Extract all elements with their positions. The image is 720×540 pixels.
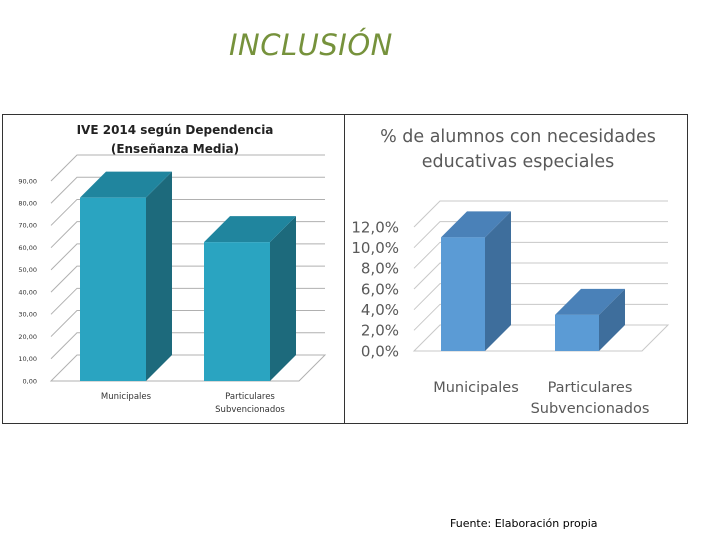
x-category-label: Subvencionados: [531, 401, 650, 417]
gridline: [50, 198, 325, 226]
bar-top: [555, 288, 625, 315]
bar-top: [204, 216, 296, 243]
gridline: [413, 241, 668, 269]
x-category-label: Particulares: [225, 392, 275, 402]
bar-side: [485, 211, 511, 351]
bar-side: [270, 216, 296, 381]
y-tick-label: 0,00: [23, 377, 37, 385]
nee-chart-panel: % de alumnos con necesidades educativas e…: [344, 115, 687, 423]
y-tick-label: 10,0%: [351, 239, 399, 257]
bar-side: [146, 171, 172, 381]
y-tick-label: 80,00: [18, 199, 37, 207]
y-tick-label: 6,0%: [361, 280, 399, 298]
y-tick-label: 90,00: [18, 177, 37, 185]
chart-title-line: educativas especiales: [422, 152, 615, 172]
bar-side: [599, 288, 625, 351]
x-category-label: Particulares: [548, 380, 633, 396]
chart-title-line: (Enseñanza Media): [111, 142, 239, 156]
y-tick-label: 70,00: [18, 222, 37, 230]
chart-title-line: % de alumnos con necesidades: [380, 127, 656, 147]
x-category-label: Subvencionados: [215, 405, 285, 415]
bar-top: [80, 171, 172, 198]
gridline: [413, 200, 668, 228]
y-tick-label: 50,00: [18, 266, 37, 274]
charts-frame: IVE 2014 según Dependencia (Enseñanza Med…: [2, 114, 688, 424]
gridline: [50, 176, 325, 204]
gridline: [413, 262, 668, 290]
y-tick-label: 0,0%: [361, 342, 399, 360]
y-tick-label: 30,00: [18, 311, 37, 319]
bar: [555, 314, 599, 351]
ive-chart-panel: IVE 2014 según Dependencia (Enseñanza Med…: [3, 115, 345, 423]
source-note: Fuente: Elaboración propia: [450, 517, 598, 530]
chart-title-line: IVE 2014 según Dependencia: [77, 123, 274, 137]
slide-title: INCLUSIÓN: [229, 28, 393, 62]
nee-bar-chart: % de alumnos con necesidades educativas e…: [351, 127, 670, 417]
y-tick-label: 4,0%: [361, 301, 399, 319]
gridline: [413, 283, 668, 311]
y-tick-label: 20,00: [18, 333, 37, 341]
bar: [441, 237, 485, 351]
y-tick-label: 60,00: [18, 244, 37, 252]
bar: [80, 197, 146, 381]
y-tick-label: 8,0%: [361, 260, 399, 278]
ive-bar-chart: IVE 2014 según Dependencia (Enseñanza Med…: [18, 123, 327, 415]
bar: [204, 242, 270, 381]
x-category-label: Municipales: [433, 380, 519, 396]
y-tick-label: 40,00: [18, 288, 37, 296]
x-category-label: Municipales: [101, 392, 152, 402]
gridline: [50, 154, 325, 182]
y-tick-label: 12,0%: [351, 218, 399, 236]
bar-top: [441, 211, 511, 238]
gridline: [413, 221, 668, 249]
y-tick-label: 2,0%: [361, 322, 399, 340]
y-tick-label: 10,00: [18, 355, 37, 363]
